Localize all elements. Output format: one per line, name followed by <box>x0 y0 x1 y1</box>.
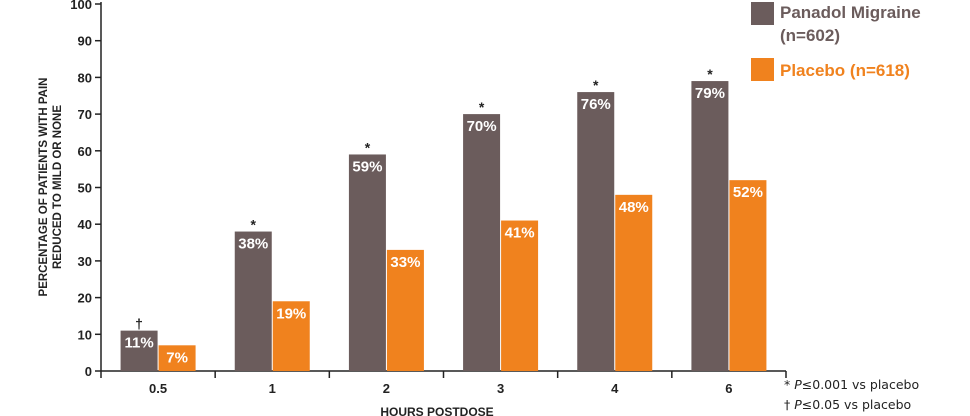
significance-mark: * <box>593 77 599 93</box>
y-tick-label: 90 <box>78 34 92 49</box>
x-category-label: 3 <box>497 381 504 396</box>
significance-mark: * <box>707 66 713 82</box>
data-label-placebo: 48% <box>619 199 649 216</box>
bar-placebo <box>729 180 767 371</box>
footnote-p005: † P≤0.05 vs placebo <box>784 397 911 413</box>
legend-label-panadol-line2: (n=602) <box>780 26 840 45</box>
bar-panadol <box>463 114 501 371</box>
x-axis-title: HOURS POSTDOSE <box>380 405 493 416</box>
bars: 11% † 7% 38% * 19% 59% * 33% 70% * 41% 76% * 48% 79% * 52… <box>120 66 767 371</box>
bar-panadol <box>348 154 386 371</box>
significance-mark: † <box>135 316 143 332</box>
data-label-panadol: 59% <box>352 158 382 175</box>
data-label-placebo: 41% <box>505 225 535 242</box>
y-tick-label: 20 <box>78 291 92 306</box>
y-axis: 0 10 20 30 40 50 60 70 80 90 100 <box>70 0 102 379</box>
data-label-placebo: 52% <box>733 184 763 201</box>
x-category-label: 1 <box>269 381 276 396</box>
legend-label-placebo: Placebo (n=618) <box>780 59 910 82</box>
y-tick-label: 70 <box>78 107 92 122</box>
x-category-label: 2 <box>383 381 390 396</box>
bar-panadol <box>691 81 729 371</box>
y-tick-label: 40 <box>78 217 92 232</box>
footnote-p005-symbol: † <box>784 397 795 412</box>
y-tick-label: 80 <box>78 70 92 85</box>
bar-panadol <box>577 92 615 371</box>
significance-mark: * <box>251 217 257 233</box>
footnote-p001-symbol: * <box>784 377 795 392</box>
legend-label-placebo-line1: Placebo (n=618) <box>780 61 910 80</box>
bar-placebo <box>615 194 653 371</box>
data-label-panadol: 70% <box>467 118 497 135</box>
footnote-p001-text: ≤0.001 vs placebo <box>801 377 920 392</box>
footnote-p001: * P≤0.001 vs placebo <box>784 377 919 393</box>
x-category-label: 0.5 <box>149 381 167 396</box>
data-label-placebo: 7% <box>166 349 188 366</box>
bar-placebo <box>501 220 539 371</box>
legend-label-panadol-line1: Panadol Migraine <box>780 3 921 22</box>
data-label-placebo: 33% <box>390 254 420 271</box>
footnote-p005-text: ≤0.05 vs placebo <box>801 397 912 412</box>
y-tick-label: 10 <box>78 327 92 342</box>
data-label-panadol: 11% <box>124 335 153 352</box>
significance-mark: * <box>479 99 485 115</box>
legend-swatch-placebo <box>751 58 774 81</box>
bar-placebo <box>386 249 424 371</box>
y-axis-title-line2: REDUCED TO MILD OR NONE <box>52 105 64 269</box>
bar-placebo <box>158 345 196 371</box>
data-label-placebo: 19% <box>276 305 306 322</box>
y-tick-label: 100 <box>70 0 92 12</box>
x-category-label: 4 <box>611 381 619 396</box>
data-label-panadol: 79% <box>695 85 725 102</box>
y-tick-label: 0 <box>85 364 92 379</box>
data-label-panadol: 38% <box>238 236 268 253</box>
x-category-label: 6 <box>725 381 732 396</box>
y-tick-label: 50 <box>78 181 92 196</box>
x-axis: 0.5 1 2 3 4 6 <box>100 370 787 396</box>
legend-swatch-panadol <box>751 2 774 25</box>
legend-label-panadol: Panadol Migraine (n=602) <box>780 1 921 47</box>
significance-mark: * <box>365 139 371 155</box>
y-axis-title-line1: PERCENTAGE OF PATIENTS WITH PAIN <box>38 78 50 297</box>
bar-panadol <box>120 330 158 371</box>
y-tick-label: 30 <box>78 254 92 269</box>
data-label-panadol: 76% <box>581 96 611 113</box>
bar-panadol <box>234 231 272 371</box>
y-tick-label: 60 <box>78 144 92 159</box>
bar-placebo <box>272 301 310 371</box>
footnote-p005-p: P <box>794 397 802 412</box>
footnote-p001-p: P <box>794 377 802 392</box>
